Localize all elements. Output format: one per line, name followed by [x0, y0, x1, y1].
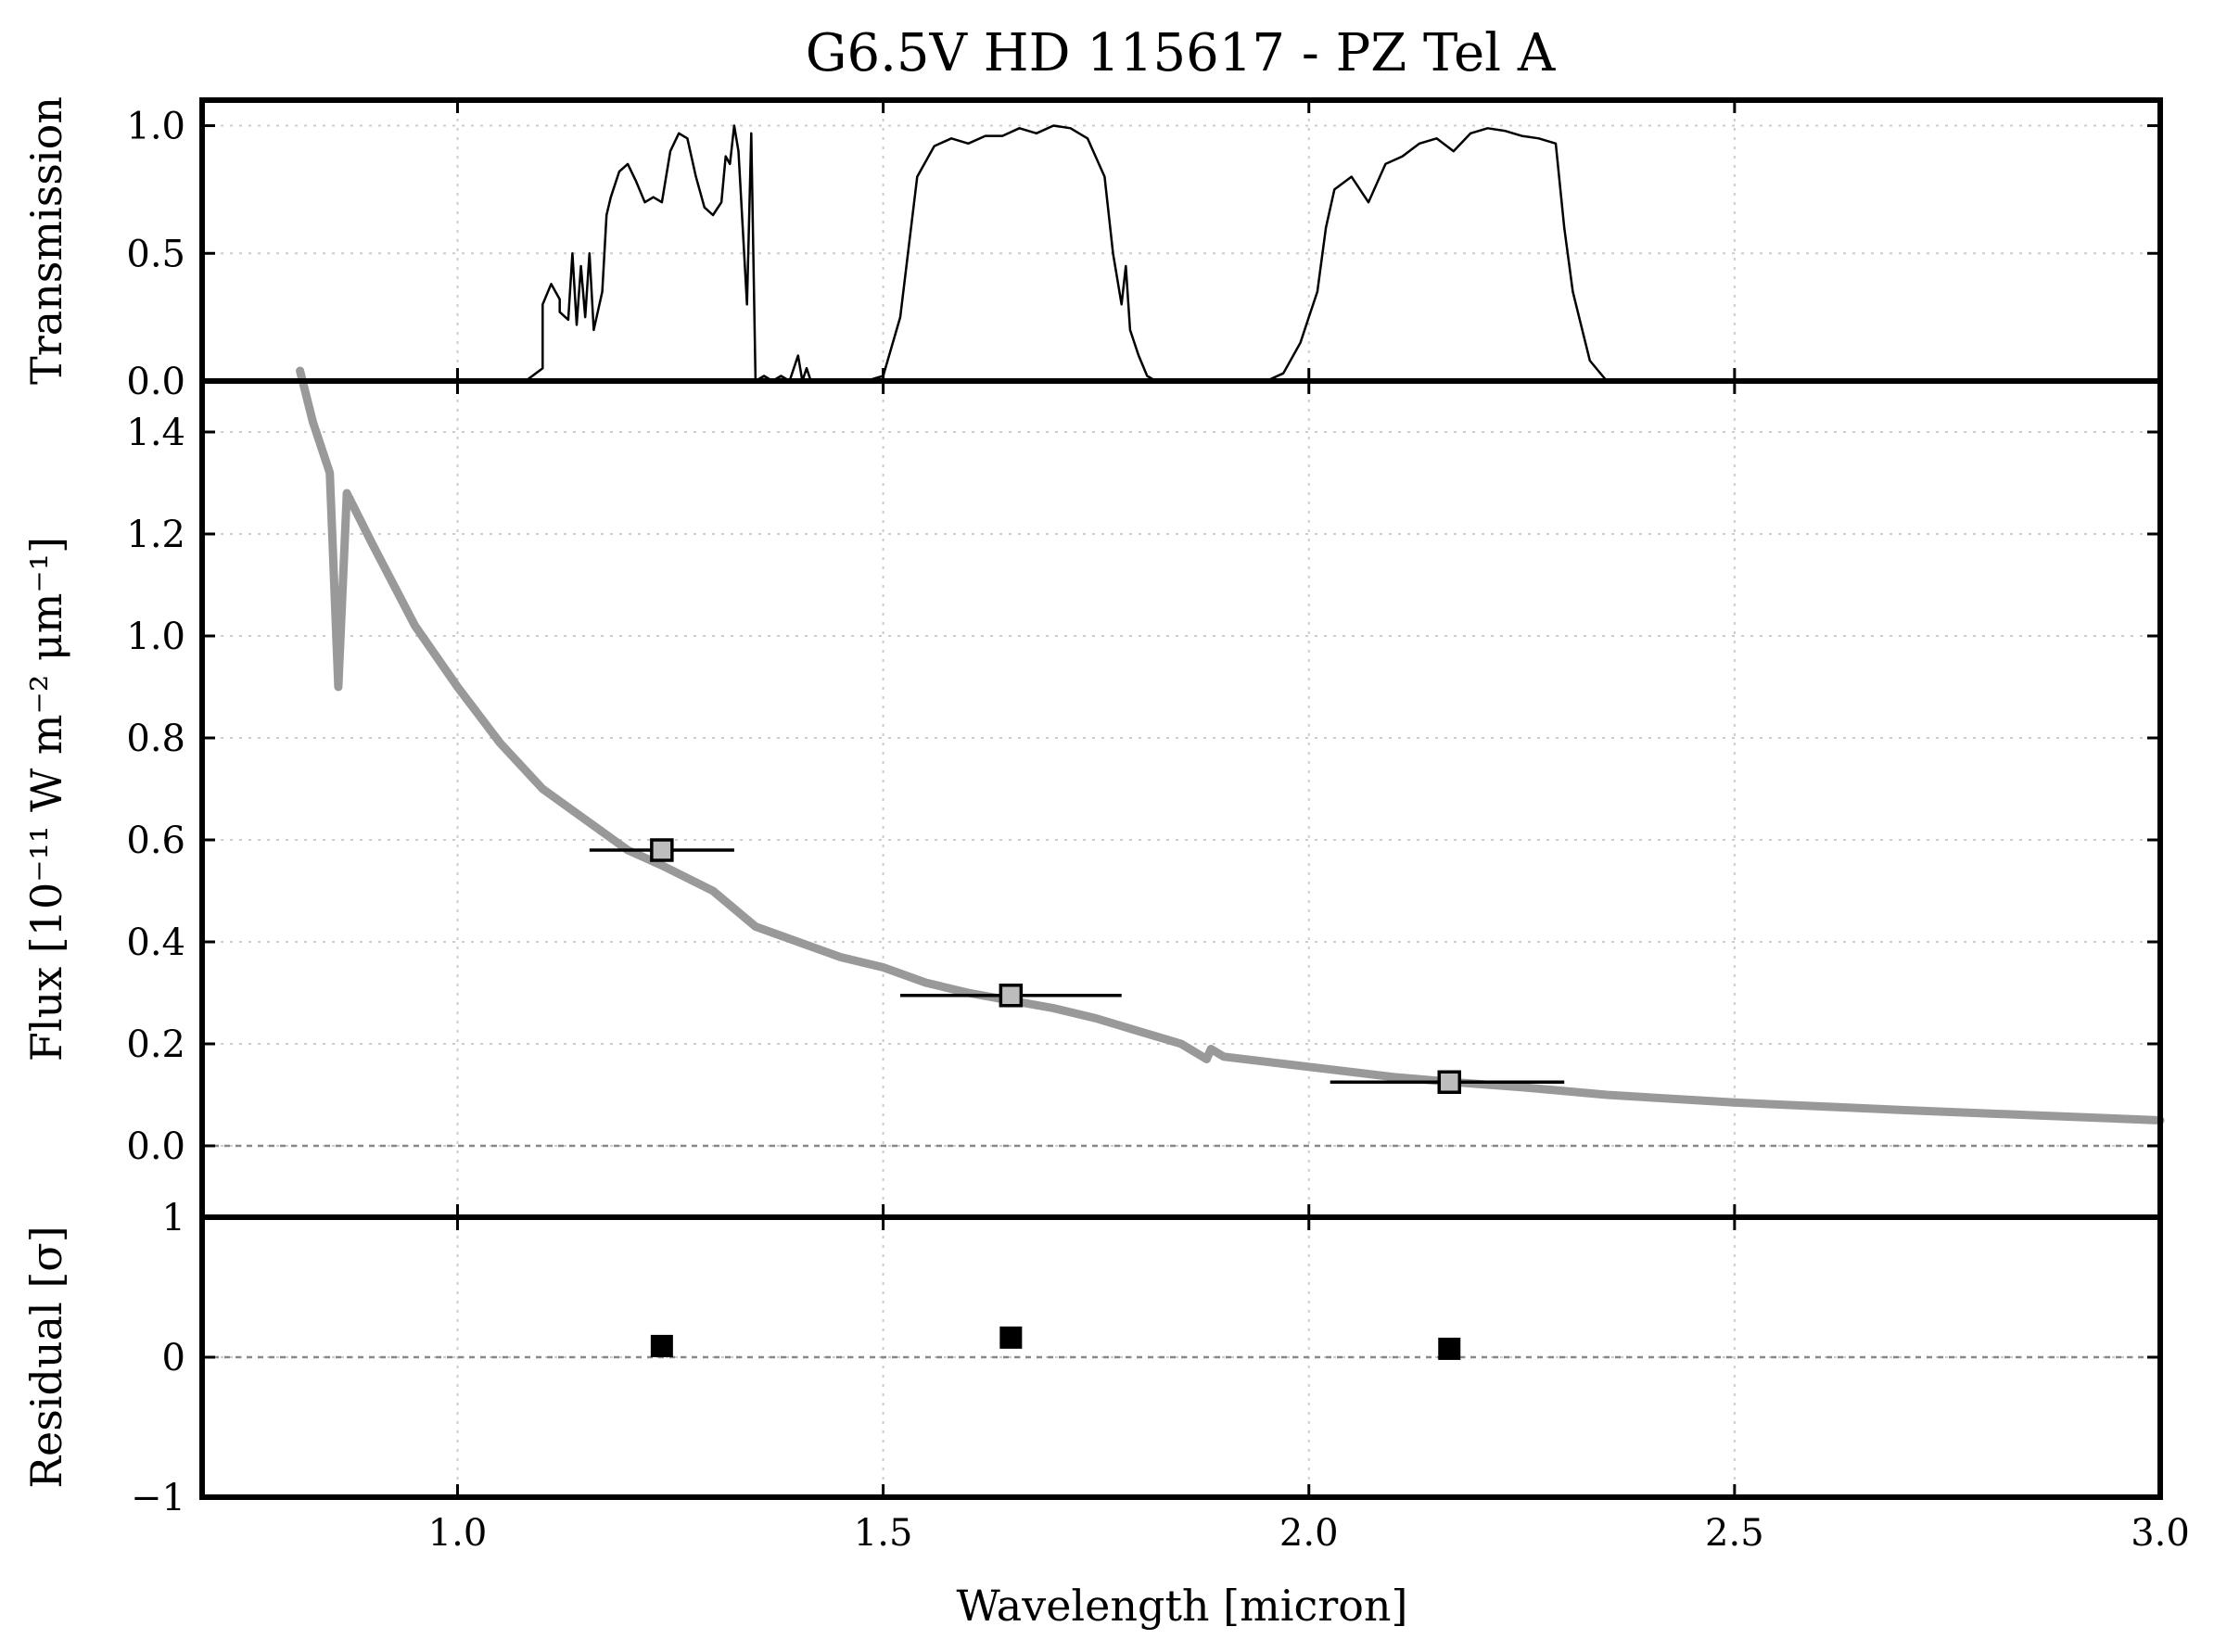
y-tick-label-flux: 0.0	[126, 1125, 185, 1168]
y-tick-label-residual: 0	[162, 1337, 185, 1379]
y-tick-label-transmission: 0.0	[126, 361, 185, 403]
x-tick-label: 1.0	[428, 1512, 488, 1555]
y-tick-label-flux: 1.4	[126, 412, 185, 454]
residual-point	[999, 1327, 1022, 1349]
y-tick-label-flux: 1.0	[126, 616, 185, 658]
y-tick-label-residual: −1	[131, 1477, 185, 1519]
y-tick-label-flux: 0.4	[126, 921, 185, 964]
y-tick-label-flux: 0.8	[126, 718, 185, 760]
photometry-marker-Ks	[1439, 1072, 1459, 1092]
y-tick-label-residual: 1	[162, 1197, 185, 1239]
x-axis-label: Wavelength [micron]	[957, 1581, 1408, 1631]
photometry-marker-H	[1000, 985, 1021, 1006]
x-tick-label: 1.5	[854, 1512, 913, 1555]
x-tick-label: 2.5	[1705, 1512, 1764, 1555]
y-tick-label-transmission: 0.5	[126, 233, 185, 275]
y-tick-label-flux: 0.2	[126, 1023, 185, 1066]
x-tick-label: 3.0	[2131, 1512, 2190, 1555]
y-tick-label-flux: 1.2	[126, 514, 185, 556]
ylabel-transmission: Transmission	[21, 96, 71, 385]
y-tick-label-transmission: 1.0	[126, 106, 185, 148]
residual-point	[651, 1335, 673, 1357]
photometry-marker-J	[652, 840, 672, 860]
y-tick-label-flux: 0.6	[126, 820, 185, 862]
ylabel-flux: Flux [10⁻¹¹ W m⁻² μm⁻¹]	[21, 537, 71, 1061]
chart-title: G6.5V HD 115617 - PZ Tel A	[806, 23, 1556, 83]
residual-point	[1438, 1338, 1460, 1360]
x-tick-label: 2.0	[1279, 1512, 1339, 1555]
ylabel-residual: Residual [σ]	[21, 1226, 71, 1488]
